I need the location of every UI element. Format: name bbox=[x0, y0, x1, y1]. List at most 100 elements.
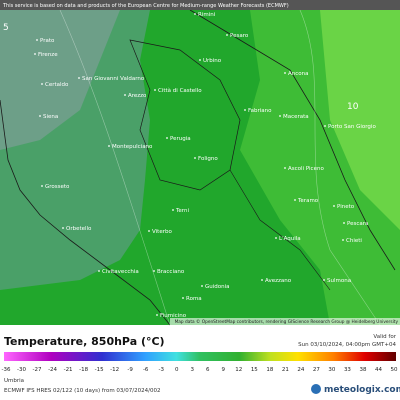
model-info: ECMWF IFS HRES 02/122 (10 days) from 03/… bbox=[4, 388, 160, 394]
city-dot bbox=[34, 53, 36, 55]
city-label: Macerata bbox=[283, 114, 309, 120]
city-dot bbox=[194, 13, 196, 15]
city-dot bbox=[199, 59, 201, 61]
city-label: Viterbo bbox=[152, 229, 172, 235]
city-dot bbox=[244, 109, 246, 111]
city-dot bbox=[62, 227, 64, 229]
colorbar-tick-label: -3 bbox=[158, 367, 164, 373]
city-label: Fabriano bbox=[248, 108, 272, 114]
region-border bbox=[229, 169, 331, 291]
city-label: Siena bbox=[43, 114, 58, 120]
valid-time: Sun 03/10/2024, 04:00pm GMT+04 bbox=[298, 342, 396, 348]
city-label: Orbetello bbox=[66, 226, 92, 232]
colorbar-tick-label: 33 bbox=[344, 367, 351, 373]
city-dot bbox=[98, 270, 100, 272]
colorbar-tick-label: -27 bbox=[33, 367, 42, 373]
attribution: Map data © OpenStreetMap contributors, r… bbox=[175, 318, 399, 325]
map bbox=[0, 9, 400, 326]
city-dot bbox=[294, 199, 296, 201]
colorbar-tick-label: -9 bbox=[127, 367, 133, 373]
city-dot bbox=[275, 237, 277, 239]
region-border bbox=[129, 39, 241, 191]
colorbar-ticks: -36 -30 -27 -24 -21 -18 -15 -12 -9 -6 -3 0 3 6 9 12 15 18… bbox=[2, 367, 398, 373]
city-dot bbox=[108, 145, 110, 147]
brand-logo bbox=[311, 384, 321, 394]
city-label: Roma bbox=[186, 296, 202, 302]
colorbar-tick-label: 50 bbox=[391, 367, 398, 373]
city-dot bbox=[342, 239, 344, 241]
city-label: L'Aquila bbox=[279, 236, 301, 242]
city-label: Montepulciano bbox=[112, 144, 153, 150]
city-label: Città di Castello bbox=[158, 87, 202, 94]
city-dot bbox=[172, 209, 174, 211]
colorbar-tick-label: 38 bbox=[359, 367, 366, 373]
city-dot bbox=[194, 157, 196, 159]
colorbar-tick-label: 15 bbox=[251, 367, 258, 373]
colorbar-tick-label: 24 bbox=[297, 367, 304, 373]
coastline bbox=[189, 9, 396, 271]
colorbar-tick-label: -30 bbox=[17, 367, 26, 373]
colorbar-tick-label: 30 bbox=[328, 367, 335, 373]
city-dot bbox=[166, 137, 168, 139]
city-dot bbox=[154, 89, 156, 91]
city-label: Guidonia bbox=[205, 284, 230, 290]
legend-title: Temperature, 850hPa (°C) bbox=[4, 335, 165, 348]
city-dot bbox=[324, 125, 326, 127]
colorbar-tick-label: -6 bbox=[143, 367, 149, 373]
valid-label: Valid for bbox=[373, 334, 396, 340]
warm-area bbox=[320, 10, 400, 230]
city-label: Ancona bbox=[288, 71, 309, 77]
colorbar-tick-label: -21 bbox=[64, 367, 73, 373]
city-dot bbox=[148, 230, 150, 232]
region: Umbria bbox=[4, 378, 24, 384]
city-dot bbox=[201, 285, 203, 287]
contour-label: 5 bbox=[3, 23, 9, 33]
colorbar-tick-label: -15 bbox=[95, 367, 104, 373]
header-bar bbox=[0, 0, 400, 10]
city-label: Ascoli Piceno bbox=[288, 166, 324, 172]
header-notice: This service is based on data and produc… bbox=[2, 3, 289, 9]
city-label: Prato bbox=[40, 38, 55, 44]
city-label: Pineto bbox=[337, 204, 355, 210]
city-label: Porto San Giorgio bbox=[328, 124, 376, 130]
colorbar-tick-label: 9 bbox=[222, 367, 226, 373]
city-dot bbox=[343, 222, 345, 224]
coastline bbox=[0, 99, 171, 326]
city-dot bbox=[226, 34, 228, 36]
cool-area bbox=[0, 10, 120, 150]
city-dot bbox=[284, 167, 286, 169]
city-dot bbox=[124, 94, 126, 96]
city-label: Urbino bbox=[203, 58, 222, 64]
city-dot bbox=[156, 314, 158, 316]
city-dot bbox=[182, 297, 184, 299]
contour-label: 10 bbox=[347, 102, 359, 112]
colorbar bbox=[4, 352, 396, 361]
colorbar-tick-label: 21 bbox=[282, 367, 289, 373]
city-label: Teramo bbox=[297, 198, 319, 204]
city-label: Arezzo bbox=[128, 93, 147, 99]
city-label: San Giovanni Valdarno bbox=[82, 76, 145, 82]
attribution-bg bbox=[170, 318, 400, 325]
city-dot bbox=[41, 185, 43, 187]
colorbar-tick-label: -12 bbox=[110, 367, 119, 373]
colorbar-tick-label: 6 bbox=[206, 367, 210, 373]
brand: meteologix.com bbox=[324, 385, 400, 395]
colorbar-tick-label: 18 bbox=[266, 367, 273, 373]
city-dot bbox=[41, 83, 43, 85]
city-label: Grosseto bbox=[45, 184, 70, 190]
city-dot bbox=[78, 77, 80, 79]
city-label: Rimini bbox=[198, 12, 216, 18]
colorbar-tick-label: 27 bbox=[313, 367, 320, 373]
colorbar-tick-label: -24 bbox=[48, 367, 57, 373]
city-labels: Rimini Pesaro Prato Firenze Urbino Ancona San … bbox=[34, 12, 376, 319]
city-label: Bracciano bbox=[157, 269, 185, 275]
colorbar-tick-label: 44 bbox=[375, 367, 382, 373]
city-label: Foligno bbox=[198, 156, 218, 162]
colorbar-tick-label: -18 bbox=[79, 367, 88, 373]
city-dot bbox=[284, 72, 286, 74]
colorbar-tick-label: -36 bbox=[2, 367, 11, 373]
city-label: Civitavecchia bbox=[102, 269, 139, 275]
city-dot bbox=[36, 39, 38, 41]
city-label: Firenze bbox=[38, 52, 58, 58]
